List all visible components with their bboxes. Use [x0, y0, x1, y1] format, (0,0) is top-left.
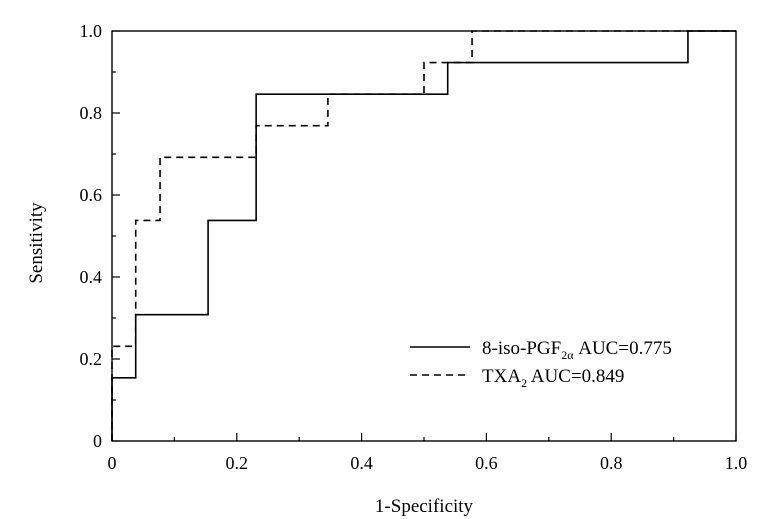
y-tick-label: 0.6 [80, 185, 103, 205]
series-layer [111, 30, 736, 441]
tick-labels: 0 0.2 0.4 0.6 0.8 1.0 0 0.2 0.4 0.6 0.8 1.0 [80, 21, 748, 473]
legend-label-8-iso-pgf-rest: AUC=0.775 [573, 338, 671, 359]
x-tick-label: 0.2 [226, 453, 249, 473]
y-axis-title: Sensitivity [26, 202, 47, 284]
y-tick-label: 0.2 [80, 349, 103, 369]
legend-label-txa2-rest: AUC=0.849 [527, 366, 624, 387]
x-tick-label: 1.0 [725, 453, 748, 473]
y-tick-label: 1.0 [80, 21, 103, 41]
legend-label-txa2-main: TXA [482, 366, 521, 387]
y-tick-label: 0.4 [80, 267, 103, 287]
series-line-txa2 [111, 30, 736, 441]
x-axis-title: 1-Specificity [375, 496, 474, 517]
x-tick-label: 0.8 [600, 453, 623, 473]
legend-label-txa2: TXA2 AUC=0.849 [482, 366, 624, 390]
legend-label-txa2-sub: 2 [521, 376, 527, 390]
x-tick-label: 0.4 [350, 453, 373, 473]
series-line-8-iso-pgf [111, 30, 736, 441]
x-tick-label: 0.6 [475, 453, 498, 473]
x-tick-label: 0 [108, 453, 117, 473]
legend-label-8-iso-pgf-sub: 2α [561, 348, 574, 362]
legend-label-8-iso-pgf-main: 8-iso-PGF [482, 338, 561, 359]
y-tick-label: 0.8 [80, 103, 103, 123]
y-tick-label: 0 [93, 431, 102, 451]
legend: 8-iso-PGF2α AUC=0.775 TXA2 AUC=0.849 [410, 338, 672, 390]
axis-ticks [111, 30, 737, 442]
legend-label-8-iso-pgf: 8-iso-PGF2α AUC=0.775 [482, 338, 672, 362]
